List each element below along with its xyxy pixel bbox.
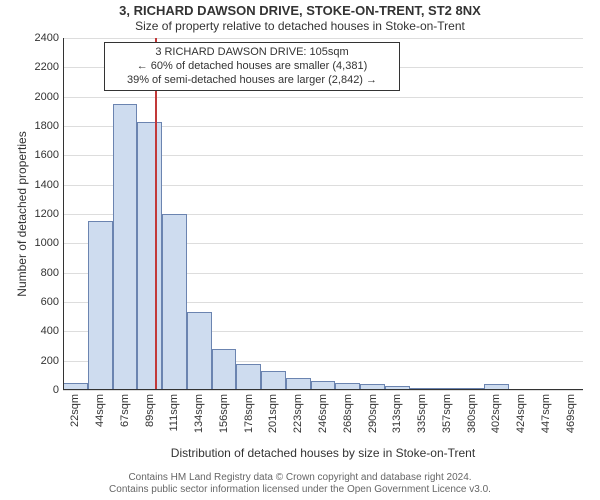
histogram-bar — [212, 349, 237, 390]
annotation-line: 3 RICHARD DAWSON DRIVE: 105sqm — [108, 46, 396, 60]
axis-line-left — [63, 38, 64, 390]
x-tick-label: 335sqm — [416, 394, 428, 433]
y-tick-label: 600 — [41, 296, 59, 308]
y-tick-label: 2000 — [35, 91, 59, 103]
y-tick-label: 1000 — [35, 237, 59, 249]
y-tick-label: 1400 — [35, 179, 59, 191]
x-axis-title: Distribution of detached houses by size … — [63, 446, 583, 460]
x-tick-label: 89sqm — [144, 394, 156, 427]
histogram-bar — [261, 371, 286, 390]
annotation-box: 3 RICHARD DAWSON DRIVE: 105sqm← 60% of d… — [104, 42, 400, 91]
y-tick-label: 0 — [53, 384, 59, 396]
histogram-bar — [88, 221, 113, 390]
x-tick-label: 201sqm — [267, 394, 279, 433]
footer-attribution: Contains HM Land Registry data © Crown c… — [0, 472, 600, 496]
x-tick-label: 246sqm — [317, 394, 329, 433]
x-tick-label: 111sqm — [168, 394, 180, 432]
histogram-bar — [113, 104, 138, 390]
x-tick-label: 67sqm — [119, 394, 131, 427]
y-tick-label: 1600 — [35, 149, 59, 161]
x-tick-label: 178sqm — [243, 394, 255, 433]
x-tick-label: 447sqm — [540, 394, 552, 433]
chart-title: 3, RICHARD DAWSON DRIVE, STOKE-ON-TRENT,… — [0, 4, 600, 18]
y-tick-label: 2200 — [35, 61, 59, 73]
x-tick-label: 223sqm — [292, 394, 304, 433]
chart-subtitle: Size of property relative to detached ho… — [0, 20, 600, 33]
x-tick-label: 380sqm — [466, 394, 478, 433]
x-tick-label: 22sqm — [69, 394, 81, 427]
y-tick-label: 2400 — [35, 32, 59, 44]
y-tick-label: 800 — [41, 267, 59, 279]
annotation-line: 39% of semi-detached houses are larger (… — [108, 74, 396, 88]
x-tick-label: 469sqm — [565, 394, 577, 433]
histogram-bar — [137, 122, 162, 390]
x-tick-label: 156sqm — [218, 394, 230, 433]
grid-line — [63, 97, 583, 98]
y-tick-label: 1200 — [35, 208, 59, 220]
x-tick-label: 424sqm — [515, 394, 527, 433]
x-tick-label: 402sqm — [490, 394, 502, 433]
x-tick-label: 313sqm — [391, 394, 403, 433]
y-tick-label: 200 — [41, 355, 59, 367]
grid-line — [63, 38, 583, 39]
axis-line-bottom — [63, 389, 583, 390]
histogram-bar — [187, 312, 212, 390]
y-tick-label: 400 — [41, 325, 59, 337]
histogram-bar — [236, 364, 261, 390]
x-tick-label: 290sqm — [367, 394, 379, 433]
histogram-bar — [162, 214, 187, 390]
x-tick-label: 268sqm — [342, 394, 354, 433]
grid-line — [63, 390, 583, 391]
x-tick-label: 134sqm — [193, 394, 205, 433]
x-tick-label: 44sqm — [94, 394, 106, 427]
annotation-line: ← 60% of detached houses are smaller (4,… — [108, 60, 396, 74]
y-tick-label: 1800 — [35, 120, 59, 132]
x-tick-label: 357sqm — [441, 394, 453, 433]
footer-line-1: Contains HM Land Registry data © Crown c… — [0, 472, 600, 484]
y-axis-title: Number of detached properties — [15, 38, 29, 390]
footer-line-2: Contains public sector information licen… — [0, 484, 600, 496]
chart-container: 3, RICHARD DAWSON DRIVE, STOKE-ON-TRENT,… — [0, 0, 600, 500]
